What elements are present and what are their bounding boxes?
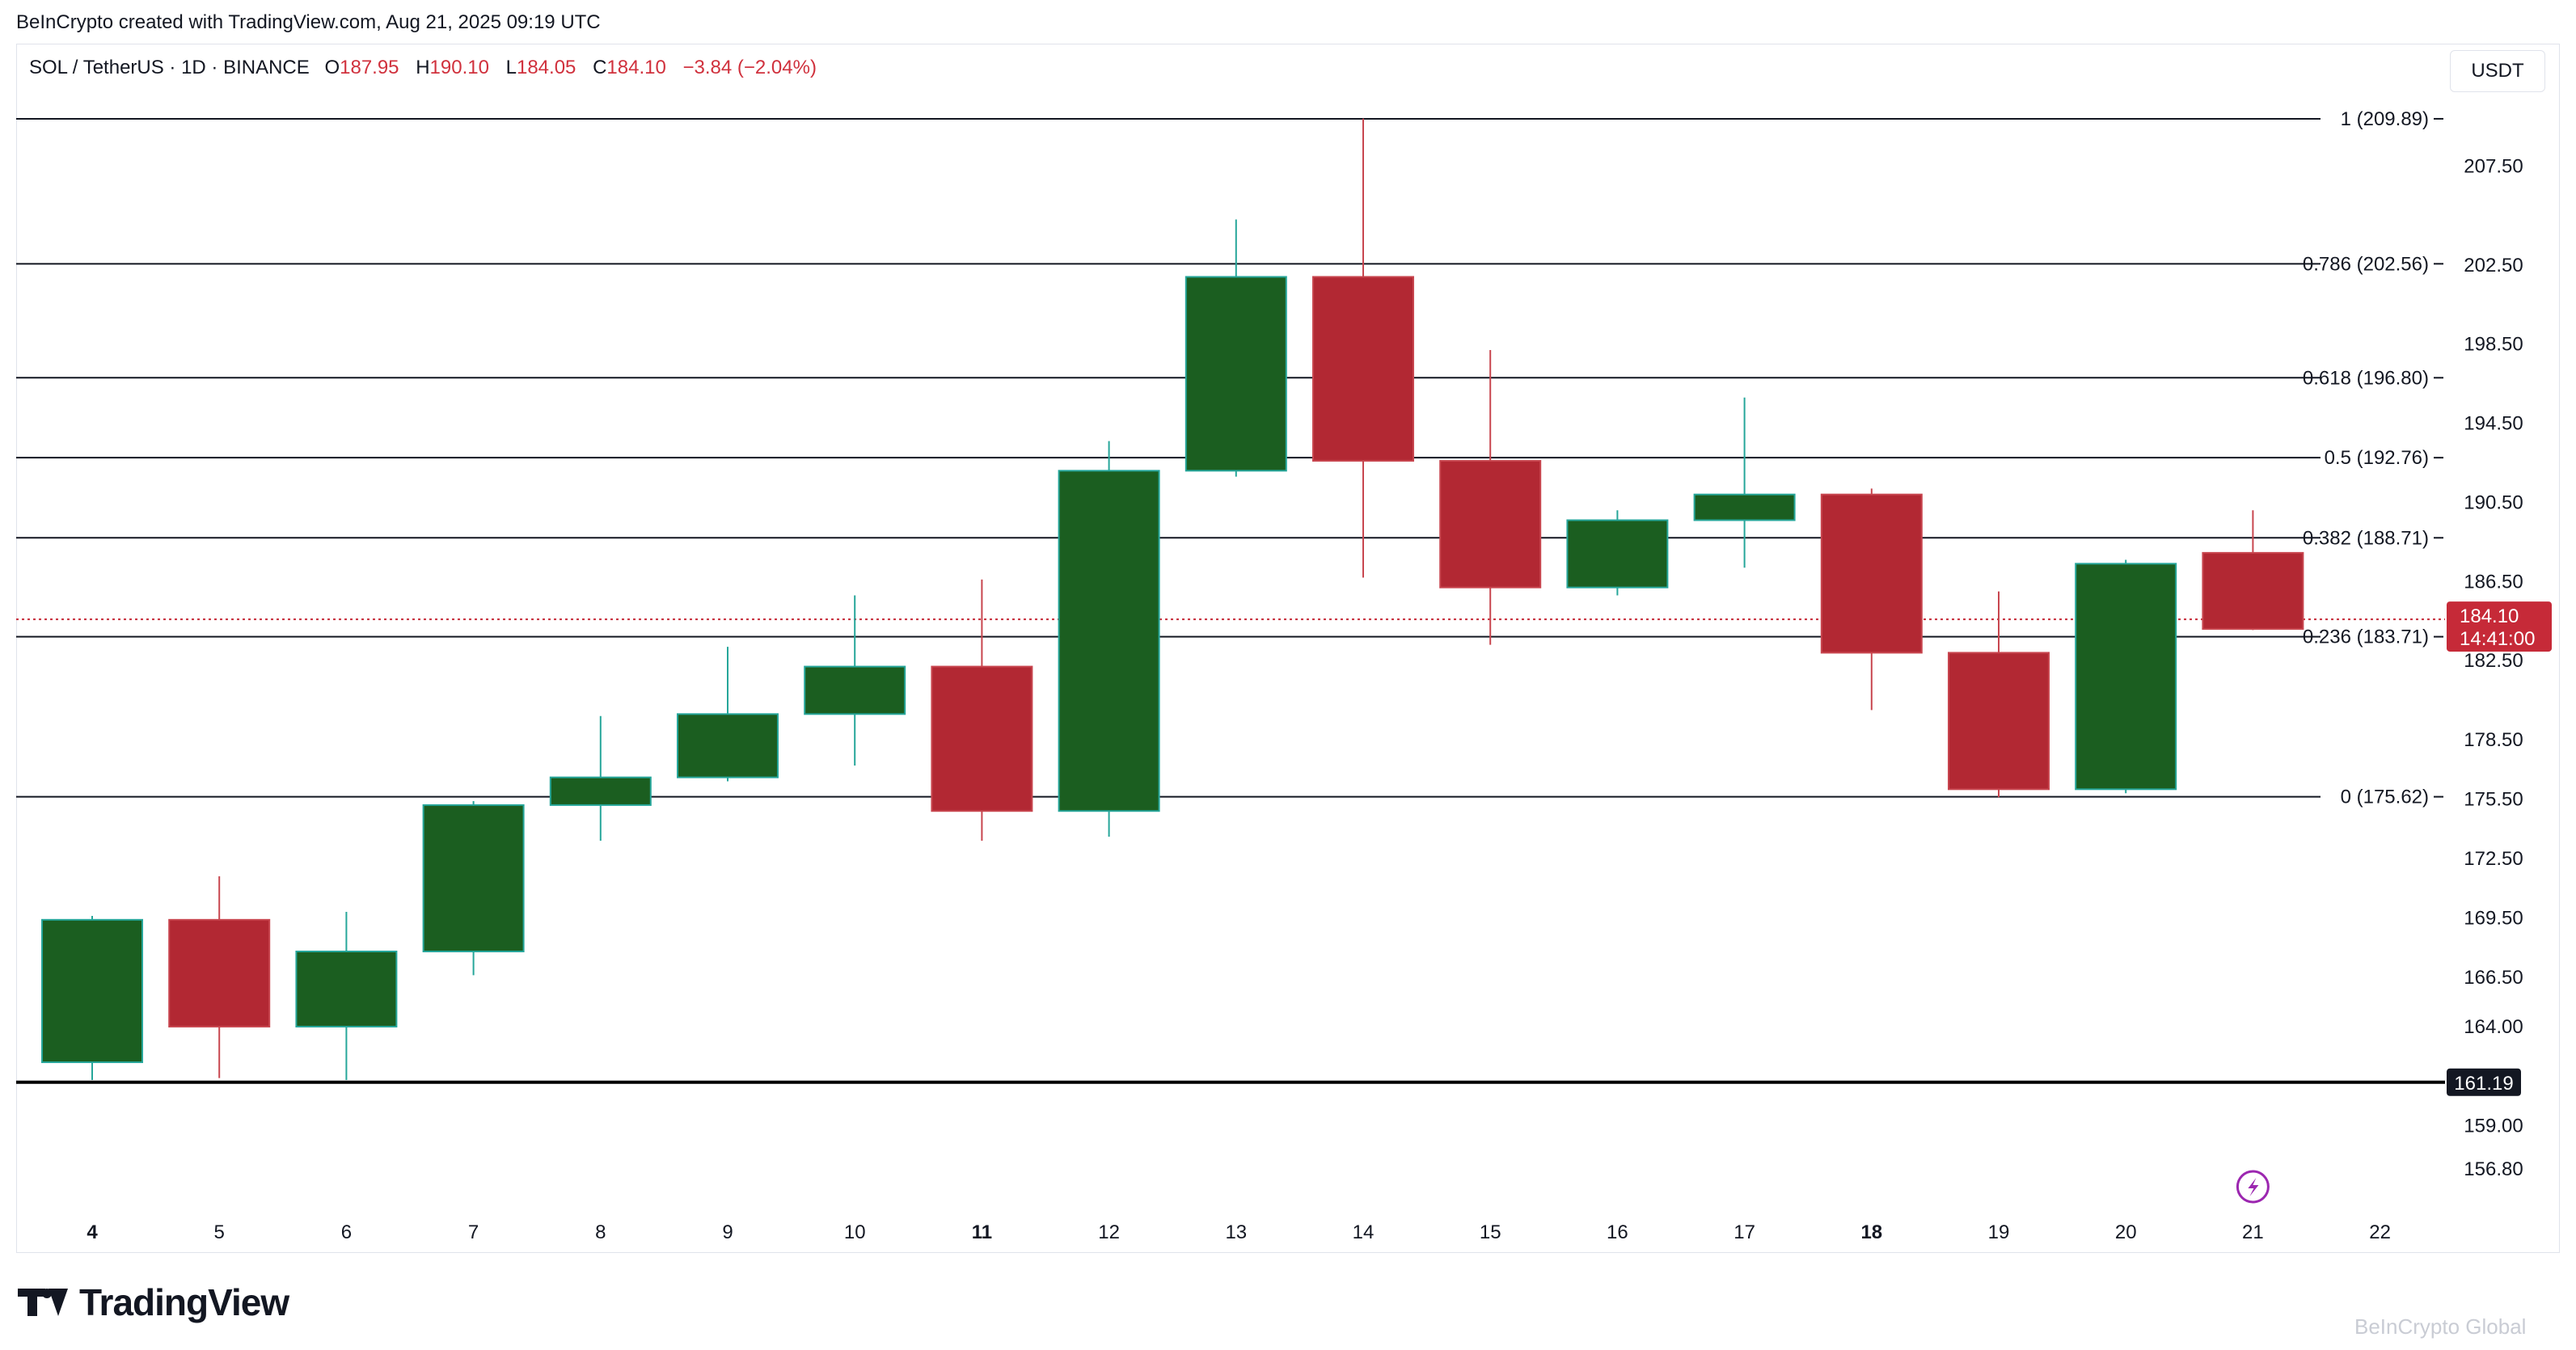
y-axis-tick-label: 175.50	[2464, 789, 2523, 811]
high-value: 190.10	[429, 57, 489, 78]
close-value: 184.10	[606, 57, 666, 78]
low-label: L	[505, 57, 517, 78]
fib-level-label: 0.786 (202.56)	[2303, 253, 2429, 275]
fib-level-label: 1 (209.89)	[2341, 108, 2429, 130]
y-axis-tick-label: 194.50	[2464, 413, 2523, 435]
high-label: H	[416, 57, 430, 78]
lightning-bolt-icon	[2248, 1178, 2259, 1196]
x-axis-tick-label: 8	[595, 1221, 606, 1243]
y-axis-tick-label: 166.50	[2464, 967, 2523, 989]
candle-body	[1693, 493, 1796, 521]
y-axis-tick-label: 178.50	[2464, 729, 2523, 751]
fib-level-label: 0 (175.62)	[2341, 787, 2429, 808]
candle-body	[41, 918, 143, 1064]
x-axis-tick-label: 9	[722, 1221, 733, 1243]
x-axis-tick-label: 15	[1480, 1221, 1501, 1243]
candle-body	[295, 950, 398, 1027]
support-price-tag	[2447, 1068, 2521, 1096]
y-axis-tick-label: 190.50	[2464, 491, 2523, 513]
y-axis-tick-label: 159.00	[2464, 1115, 2523, 1137]
candle-body	[1185, 276, 1287, 472]
tradingview-logo[interactable]: TradingView	[18, 1280, 289, 1324]
fib-level-label: 0.382 (188.71)	[2303, 527, 2429, 549]
x-axis-tick-label: 16	[1607, 1221, 1628, 1243]
y-axis-tick-label: 198.50	[2464, 334, 2523, 356]
x-axis-tick-label: 13	[1225, 1221, 1247, 1243]
x-axis-tick-label: 5	[214, 1221, 225, 1243]
watermark-text: BeInCrypto Global	[2354, 1314, 2527, 1339]
currency-unit-button[interactable]: USDT	[2450, 50, 2545, 92]
x-axis-tick-label: 11	[972, 1221, 992, 1243]
chart-credit: BeInCrypto created with TradingView.com,…	[16, 11, 601, 33]
candle-body	[1439, 460, 1542, 589]
candle-body	[168, 918, 271, 1027]
y-axis-tick-label: 164.00	[2464, 1016, 2523, 1038]
y-axis-tick-label: 186.50	[2464, 571, 2523, 593]
x-axis-tick-label: 6	[341, 1221, 352, 1243]
tradingview-wordmark: TradingView	[79, 1281, 289, 1323]
x-axis-tick-label: 7	[468, 1221, 479, 1243]
candle-body	[1566, 519, 1669, 589]
candle-body	[1058, 470, 1160, 812]
close-label: C	[593, 57, 607, 78]
tradingview-logo-icon	[18, 1289, 68, 1316]
x-axis-tick-label: 14	[1353, 1221, 1375, 1243]
candle-body	[2202, 551, 2304, 631]
fib-level-label: 0.5 (192.76)	[2325, 447, 2429, 469]
current-price-value: 184.10	[2460, 605, 2519, 627]
y-axis-tick-label: 207.50	[2464, 155, 2523, 177]
candle-body	[1312, 276, 1414, 462]
candle-countdown: 14:41:00	[2460, 628, 2535, 650]
x-axis-tick-label: 21	[2242, 1221, 2264, 1243]
candle-body	[677, 713, 779, 778]
change-value: −3.84 (−2.04%)	[682, 57, 817, 78]
support-price-label: 161.19	[2454, 1073, 2513, 1095]
symbol-legend: SOL / TetherUS · 1D · BINANCE O187.95 H1…	[29, 57, 817, 79]
candle-body	[1948, 652, 2050, 791]
x-axis-tick-label: 12	[1098, 1221, 1120, 1243]
x-axis-tick-label: 4	[87, 1221, 98, 1243]
y-axis-tick-label: 172.50	[2464, 848, 2523, 870]
x-axis-tick-label: 20	[2115, 1221, 2137, 1243]
x-axis-tick-label: 22	[2369, 1221, 2391, 1243]
fib-level-label: 0.236 (183.71)	[2303, 626, 2429, 648]
y-axis-tick-label: 202.50	[2464, 255, 2523, 276]
y-axis-tick-label: 156.80	[2464, 1158, 2523, 1180]
lightning-event-icon	[2236, 1170, 2270, 1204]
x-axis-tick-label: 10	[844, 1221, 866, 1243]
y-axis-tick-label: 169.50	[2464, 907, 2523, 929]
x-axis-tick-label: 17	[1734, 1221, 1755, 1243]
candle-body	[549, 776, 652, 806]
candle-body	[422, 804, 525, 952]
symbol-label[interactable]: SOL / TetherUS · 1D · BINANCE	[29, 57, 310, 78]
candle-body	[2075, 563, 2177, 791]
fib-level-label: 0.618 (196.80)	[2303, 367, 2429, 389]
x-axis-tick-label: 18	[1860, 1221, 1882, 1243]
x-axis-tick-label: 19	[1988, 1221, 2010, 1243]
candle-body	[1820, 493, 1923, 654]
low-value: 184.05	[516, 57, 576, 78]
candle-body	[931, 665, 1033, 812]
current-price-tag	[2447, 601, 2552, 652]
candle-body	[804, 665, 906, 715]
open-label: O	[324, 57, 340, 78]
y-axis-tick-label: 182.50	[2464, 650, 2523, 672]
chart-frame	[16, 44, 2560, 1253]
open-value: 187.95	[340, 57, 399, 78]
